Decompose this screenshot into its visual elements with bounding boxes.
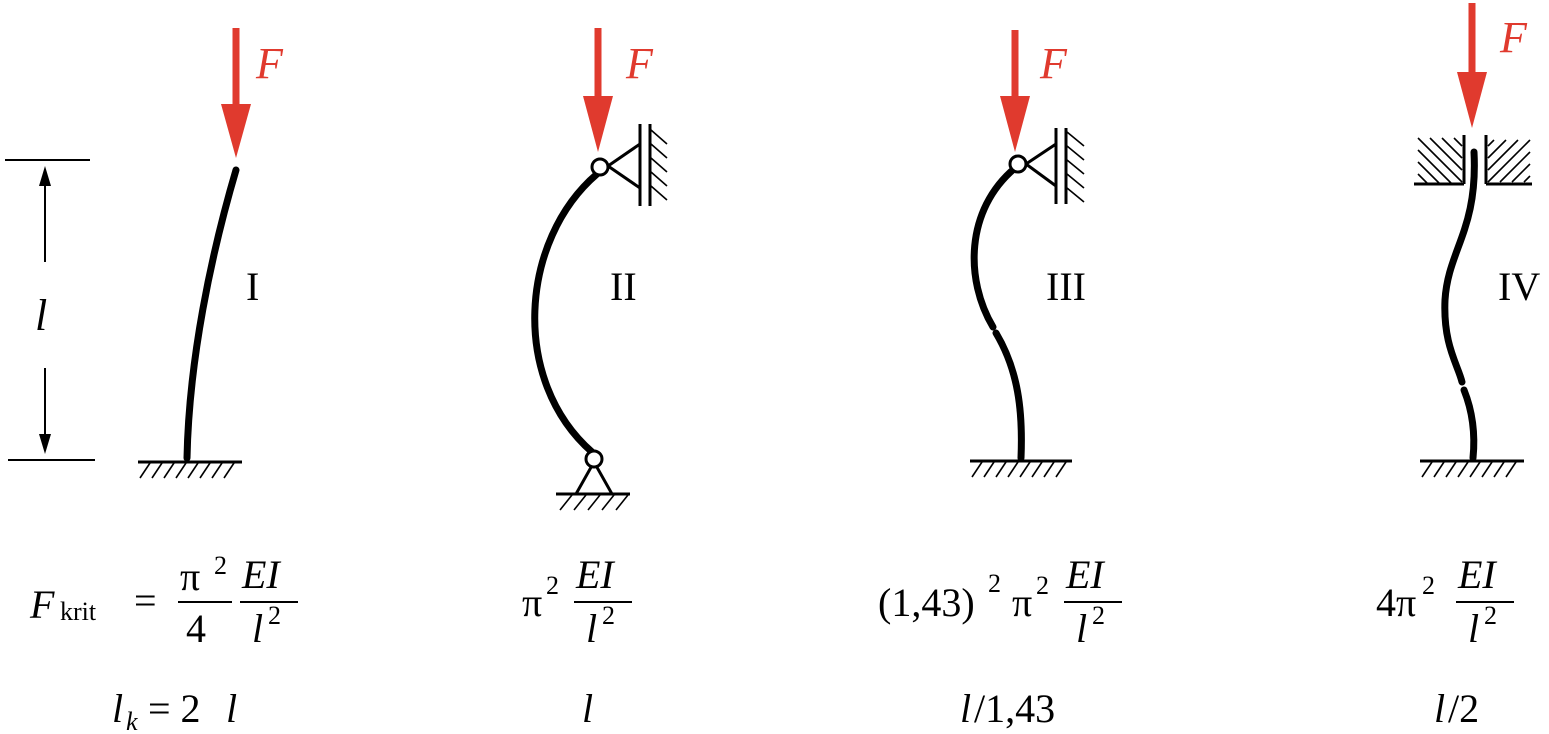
force-arrowhead-icon (583, 96, 613, 152)
formula-frac-den: l (586, 606, 597, 651)
case-III: F III (1,43) (878, 30, 1122, 731)
formula-coef-exp: 2 (214, 551, 227, 580)
formula-frac-den-exp: 2 (602, 601, 615, 630)
force-label-III: F (1039, 39, 1068, 88)
formula-coef-den: 4 (186, 606, 206, 651)
formula-pi-exp: 2 (546, 571, 559, 600)
case-numeral-III: III (1046, 264, 1086, 309)
formula-frac-den-exp: 2 (1092, 601, 1105, 630)
lk-var: l (226, 686, 237, 731)
arrowhead-down-icon (39, 434, 51, 454)
effective-length-I: l k = 2 l (112, 686, 237, 734)
lk-var: l (960, 686, 971, 731)
case-numeral-I: I (246, 264, 259, 309)
effective-length-III: l /1,43 (960, 686, 1055, 731)
formula-coef-num: π (180, 554, 200, 599)
formula-lhs-subscript: krit (60, 597, 97, 626)
formula-pi: π (522, 580, 542, 625)
length-label: l (35, 291, 47, 340)
effective-length-II: l (582, 686, 593, 731)
formula-frac-den-exp: 2 (268, 601, 281, 630)
length-dimension: l (5, 159, 95, 461)
formula-pi: π (1012, 580, 1032, 625)
formula-prefix-exp: 2 (988, 569, 1001, 598)
lk-var: l (1434, 686, 1445, 731)
force-arrowhead-icon (1457, 72, 1487, 128)
case-IV: F (1376, 3, 1540, 731)
guided-clamp-IV-icon (1414, 135, 1532, 186)
lk-rest: /1,43 (974, 686, 1055, 731)
formula-frac-num: EI (575, 552, 615, 597)
force-label-II: F (625, 39, 654, 88)
formula-frac-den-exp: 2 (1484, 601, 1497, 630)
pin-support-bottom-II-icon (556, 449, 630, 511)
formula-pi-exp: 2 (1036, 571, 1049, 600)
column-III-lower (992, 329, 1025, 462)
column-III-upper (970, 164, 1019, 331)
formula-frac-num: EI (1065, 552, 1105, 597)
column-IV-upper (1441, 148, 1478, 386)
case-numeral-IV: IV (1498, 264, 1540, 309)
formula-prefix-exp: 2 (1422, 571, 1435, 600)
fixed-support-I-icon (138, 460, 242, 479)
fixed-support-IV-icon (1420, 459, 1524, 478)
formula-lhs-symbol: F (29, 582, 55, 627)
formula-prefix: 4π (1376, 580, 1416, 625)
force-arrow-III: F (1000, 30, 1068, 152)
force-arrowhead-icon (221, 104, 251, 158)
force-arrow-II: F (583, 28, 654, 152)
case-numeral-II: II (610, 264, 637, 309)
force-label-I: F (255, 39, 284, 88)
formula-frac-num: EI (1457, 552, 1497, 597)
formula-frac-den: l (1468, 606, 1479, 651)
force-label-IV: F (1499, 13, 1528, 62)
formula-frac-den: l (252, 606, 263, 651)
formula-II: π 2 EI l 2 (522, 552, 632, 651)
lk-rest: /2 (1448, 686, 1479, 731)
formula-equals: = (134, 578, 157, 623)
formula-III: (1,43) 2 π 2 EI l 2 (878, 552, 1122, 651)
force-arrow-IV: F (1457, 3, 1528, 128)
lk-symbol: l (112, 686, 123, 731)
formula-IV: 4π 2 EI l 2 (1376, 552, 1514, 651)
lk-subscript: k (126, 707, 138, 734)
case-I: F I F krit = π 2 4 EI l 2 l (29, 28, 298, 734)
formula-frac-num: EI (241, 552, 281, 597)
force-arrow-I: F (221, 28, 284, 158)
case-II: F II π (522, 28, 668, 731)
formula-I: F krit = π 2 4 EI l 2 (29, 551, 298, 651)
roller-support-top-III-icon (1008, 128, 1085, 204)
formula-frac-den: l (1076, 606, 1087, 651)
column-I (183, 166, 240, 462)
lk-rest: = 2 (148, 686, 211, 731)
roller-support-top-II-icon (590, 124, 668, 206)
arrowhead-up-icon (39, 166, 51, 186)
formula-prefix: (1,43) (878, 580, 975, 625)
column-II (531, 170, 601, 456)
effective-length-IV: l /2 (1434, 686, 1479, 731)
column-IV-lower (1460, 386, 1478, 462)
force-arrowhead-icon (1000, 96, 1030, 152)
fixed-support-III-icon (970, 459, 1072, 478)
